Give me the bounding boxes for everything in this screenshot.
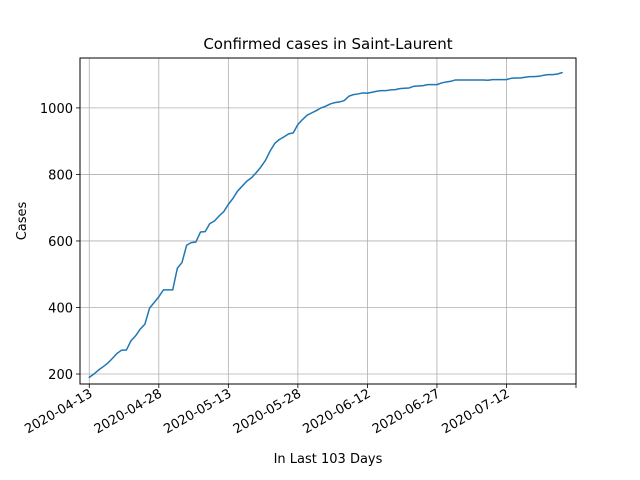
y-tick-label: 800 [48,168,73,183]
plot-frame [79,57,577,385]
y-tick-label: 1000 [40,102,73,117]
series-line [88,71,563,379]
y-axis-label: Cases [15,201,30,240]
data-series [88,71,563,379]
grid-lines [80,58,577,384]
y-tick-label: 400 [48,301,73,316]
y-tick-label: 600 [48,235,73,250]
x-axis-label: In Last 103 Days [274,452,383,467]
chart-title: Confirmed cases in Saint-Laurent [203,35,452,53]
y-tick-label: 200 [48,368,73,383]
